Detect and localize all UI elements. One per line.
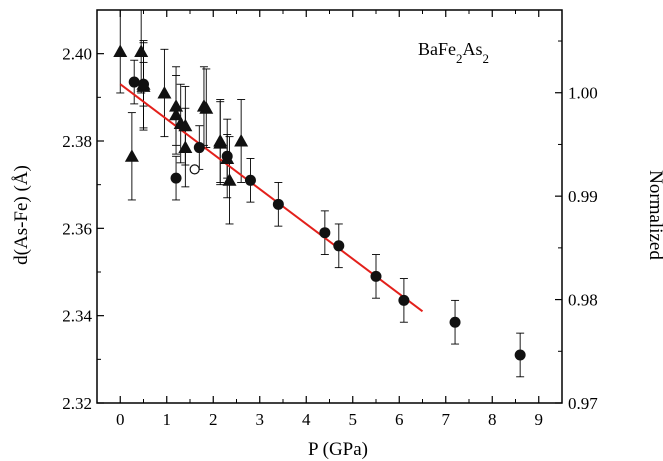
- x-tick-label: 8: [488, 410, 497, 429]
- y-axis-left: 2.32 2.34 2.36 2.38 2.40: [62, 9, 104, 413]
- y-axis-title: d(As-Fe) (Å): [11, 165, 32, 265]
- annotation-sub2: 2: [483, 51, 490, 66]
- y-tick-label: 2.36: [62, 219, 92, 238]
- triangle-marker: [234, 134, 249, 147]
- circle-marker: [319, 227, 331, 239]
- y-axis-right: 0.97 0.98 0.99 1.00: [555, 40, 598, 413]
- y-tick-label: 2.40: [62, 45, 92, 64]
- annotation-mid: As: [463, 39, 483, 59]
- circle-marker: [514, 349, 526, 361]
- triangle-marker: [178, 140, 193, 154]
- data-markers: [113, 44, 526, 361]
- plot-border: [96, 9, 563, 404]
- y2-tick-label: 0.97: [568, 394, 598, 413]
- y2-tick-label: 1.00: [568, 84, 598, 103]
- annotation-main: BaFe: [418, 39, 456, 59]
- circle-marker: [138, 78, 149, 90]
- x-tick-label: 6: [395, 410, 404, 429]
- circle-marker: [170, 172, 182, 184]
- x-axis-title: P (GPa): [308, 439, 368, 460]
- open-circle-marker: [189, 164, 200, 175]
- triangle-marker: [134, 44, 149, 57]
- x-tick-label: 2: [209, 410, 218, 429]
- compound-annotation: BaFe2As2: [418, 39, 489, 66]
- circle-marker: [272, 198, 284, 210]
- circle-marker: [193, 142, 205, 154]
- circle-marker: [370, 270, 382, 282]
- triangle-marker: [169, 107, 184, 121]
- x-axis: 0 1 2 3 4 5 6 7 8 9: [96, 10, 563, 429]
- y-tick-label: 2.32: [62, 394, 92, 413]
- plot-frame: [96, 9, 563, 404]
- circle-marker: [221, 150, 233, 162]
- x-tick-label: 4: [302, 410, 311, 429]
- circle-marker: [128, 76, 140, 88]
- x-tick-label: 9: [535, 410, 544, 429]
- triangle-marker: [169, 99, 184, 112]
- x-tick-label: 1: [163, 410, 172, 429]
- triangle-marker: [213, 136, 228, 149]
- circle-marker: [333, 240, 345, 252]
- triangle-marker: [199, 101, 214, 114]
- circle-marker: [449, 316, 461, 328]
- circle-marker: [244, 174, 256, 186]
- triangle-marker: [222, 173, 237, 186]
- y2-tick-label: 0.98: [568, 291, 598, 310]
- y-tick-label: 2.38: [62, 132, 92, 151]
- circle-marker: [398, 294, 410, 306]
- x-tick-label: 0: [116, 410, 125, 429]
- error-bars: [116, 9, 525, 378]
- triangle-marker: [157, 85, 172, 99]
- triangle-marker: [124, 149, 139, 162]
- triangle-marker: [178, 118, 193, 132]
- x-tick-label: 7: [442, 410, 451, 429]
- x-tick-label: 5: [349, 410, 358, 429]
- y2-tick-label: 0.99: [568, 187, 598, 206]
- triangle-marker: [113, 44, 128, 57]
- y2-axis-title: Normalized: [645, 170, 663, 260]
- y-tick-label: 2.34: [62, 307, 92, 326]
- x-tick-label: 3: [256, 410, 265, 429]
- annotation-sub1: 2: [456, 51, 463, 66]
